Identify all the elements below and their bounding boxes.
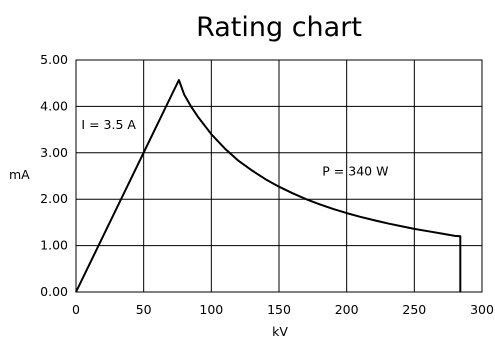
y-tick-label: 1.00: [40, 238, 68, 253]
y-axis-label: mA: [9, 167, 30, 182]
y-tick-labels: 0.00 1.00 2.00 3.00 4.00 5.00: [40, 52, 68, 299]
x-tick-label: 0: [72, 302, 80, 317]
x-tick-labels: 0 50 100 150 200 250 300: [72, 302, 494, 317]
y-tick-label: 5.00: [40, 52, 68, 67]
y-tick-label: 4.00: [40, 98, 68, 113]
grid-lines: [75, 59, 483, 293]
annotations: I = 3.5 A P = 340 W: [81, 117, 388, 178]
plot-frame: [75, 59, 483, 293]
rating-curve: [75, 79, 462, 293]
series-group: [75, 79, 462, 293]
x-tick-label: 100: [199, 302, 223, 317]
x-tick-label: 250: [402, 302, 426, 317]
annotation-label: P = 340 W: [322, 163, 388, 178]
x-tick-label: 150: [267, 302, 291, 317]
x-tick-label: 300: [470, 302, 494, 317]
x-tick-label: 200: [335, 302, 359, 317]
chart-title: Rating chart: [196, 12, 362, 43]
y-tick-label: 3.00: [40, 145, 68, 160]
x-tick-label: 50: [136, 302, 152, 317]
x-axis-label: kV: [272, 324, 288, 339]
y-tick-label: 2.00: [40, 191, 68, 206]
y-tick-label: 0.00: [40, 284, 68, 299]
annotation-label: I = 3.5 A: [81, 117, 136, 132]
